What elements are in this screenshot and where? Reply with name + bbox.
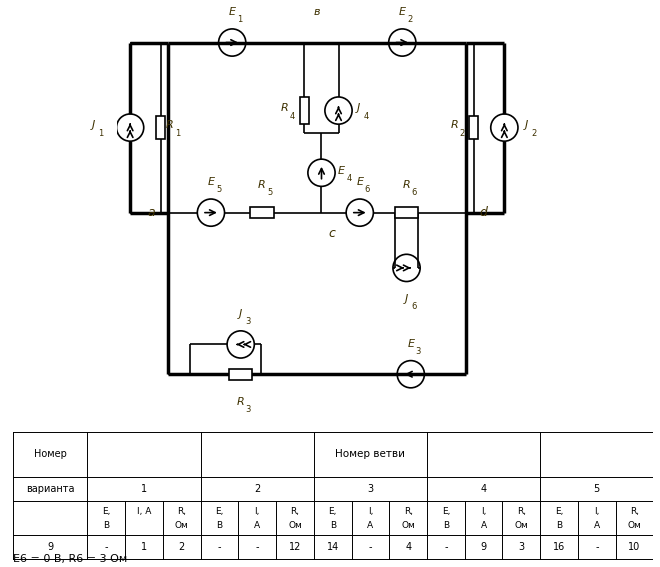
Text: 3: 3 bbox=[368, 484, 374, 494]
Bar bbox=[229, 369, 252, 379]
Text: варианта: варианта bbox=[26, 484, 75, 494]
Text: Ом: Ом bbox=[401, 521, 415, 530]
Bar bbox=[156, 116, 166, 139]
Text: A: A bbox=[480, 521, 486, 530]
Text: A: A bbox=[254, 521, 260, 530]
Text: R: R bbox=[450, 120, 458, 130]
Text: -: - bbox=[218, 542, 221, 552]
Text: I, A: I, A bbox=[137, 507, 151, 515]
Text: 4: 4 bbox=[290, 112, 295, 121]
Text: I,: I, bbox=[594, 507, 599, 515]
Text: Номер: Номер bbox=[34, 450, 67, 459]
Text: 3: 3 bbox=[518, 542, 525, 552]
Text: 10: 10 bbox=[628, 542, 641, 552]
Text: E: E bbox=[356, 177, 363, 187]
Text: E,: E, bbox=[215, 507, 224, 515]
Text: 6: 6 bbox=[412, 302, 417, 311]
Text: 12: 12 bbox=[289, 542, 301, 552]
Text: 5: 5 bbox=[216, 185, 221, 194]
Text: E: E bbox=[399, 7, 406, 17]
Text: -: - bbox=[595, 542, 599, 552]
Text: R,: R, bbox=[290, 507, 300, 515]
Bar bbox=[250, 208, 274, 218]
Text: 1: 1 bbox=[237, 15, 242, 24]
Text: E,: E, bbox=[442, 507, 450, 515]
Text: 3: 3 bbox=[246, 317, 251, 326]
Text: 5: 5 bbox=[267, 188, 272, 197]
Text: 2: 2 bbox=[179, 542, 185, 552]
Text: -: - bbox=[255, 542, 259, 552]
Text: J: J bbox=[357, 103, 360, 113]
Text: В: В bbox=[103, 521, 110, 530]
Text: I,: I, bbox=[481, 507, 486, 515]
Text: 2: 2 bbox=[459, 129, 465, 138]
Text: 14: 14 bbox=[327, 542, 339, 552]
Text: 4: 4 bbox=[364, 112, 369, 121]
Text: 9: 9 bbox=[480, 542, 486, 552]
Text: В: В bbox=[216, 521, 222, 530]
Text: -: - bbox=[444, 542, 447, 552]
Text: Ом: Ом bbox=[628, 521, 642, 530]
Text: c: c bbox=[329, 227, 335, 240]
Text: 5: 5 bbox=[594, 484, 600, 494]
Text: E: E bbox=[338, 166, 345, 176]
Text: R,: R, bbox=[517, 507, 526, 515]
Bar bbox=[469, 116, 478, 139]
Text: 1: 1 bbox=[141, 542, 147, 552]
Text: E: E bbox=[207, 177, 215, 187]
Text: E,: E, bbox=[555, 507, 563, 515]
Text: 3: 3 bbox=[416, 347, 421, 356]
Text: R,: R, bbox=[630, 507, 639, 515]
Text: R: R bbox=[166, 120, 174, 130]
Text: E6 = 0 B, R6 = 3 Ом: E6 = 0 B, R6 = 3 Ом bbox=[13, 554, 127, 564]
Text: E,: E, bbox=[329, 507, 337, 515]
Text: В: В bbox=[329, 521, 336, 530]
Text: 2: 2 bbox=[407, 15, 412, 24]
Text: в: в bbox=[314, 7, 321, 17]
Text: A: A bbox=[368, 521, 374, 530]
Text: A: A bbox=[594, 521, 600, 530]
Text: Ом: Ом bbox=[514, 521, 528, 530]
Text: -: - bbox=[369, 542, 372, 552]
Text: J: J bbox=[405, 294, 408, 303]
Text: 2: 2 bbox=[531, 129, 537, 138]
Text: В: В bbox=[443, 521, 449, 530]
Text: R,: R, bbox=[404, 507, 412, 515]
Text: J: J bbox=[239, 309, 242, 319]
Text: 6: 6 bbox=[365, 185, 370, 194]
Text: I,: I, bbox=[368, 507, 373, 515]
Text: E: E bbox=[229, 7, 236, 17]
Text: 6: 6 bbox=[412, 188, 417, 197]
Text: E,: E, bbox=[102, 507, 110, 515]
Text: 16: 16 bbox=[553, 542, 565, 552]
Text: 1: 1 bbox=[98, 129, 104, 138]
Text: R: R bbox=[281, 103, 289, 113]
Text: J: J bbox=[525, 120, 528, 130]
Text: R,: R, bbox=[178, 507, 186, 515]
Text: J: J bbox=[92, 120, 95, 130]
Text: 4: 4 bbox=[480, 484, 486, 494]
Text: R: R bbox=[258, 180, 266, 190]
Text: R: R bbox=[237, 397, 245, 407]
Bar bbox=[300, 97, 309, 124]
Text: 1: 1 bbox=[175, 129, 180, 138]
Text: -: - bbox=[104, 542, 108, 552]
Text: 1: 1 bbox=[141, 484, 147, 494]
Text: Номер ветви: Номер ветви bbox=[335, 450, 405, 459]
Text: R: R bbox=[403, 180, 411, 190]
Text: 4: 4 bbox=[346, 174, 352, 183]
Text: Ом: Ом bbox=[288, 521, 302, 530]
Bar bbox=[395, 208, 418, 218]
Text: 4: 4 bbox=[405, 542, 411, 552]
Text: В: В bbox=[556, 521, 562, 530]
Text: 9: 9 bbox=[48, 542, 53, 552]
Text: d: d bbox=[479, 206, 487, 219]
Text: 3: 3 bbox=[246, 405, 251, 414]
Text: a: a bbox=[148, 206, 155, 219]
Text: 2: 2 bbox=[254, 484, 260, 494]
Text: Ом: Ом bbox=[175, 521, 189, 530]
Text: E: E bbox=[407, 338, 414, 349]
Text: I,: I, bbox=[255, 507, 260, 515]
